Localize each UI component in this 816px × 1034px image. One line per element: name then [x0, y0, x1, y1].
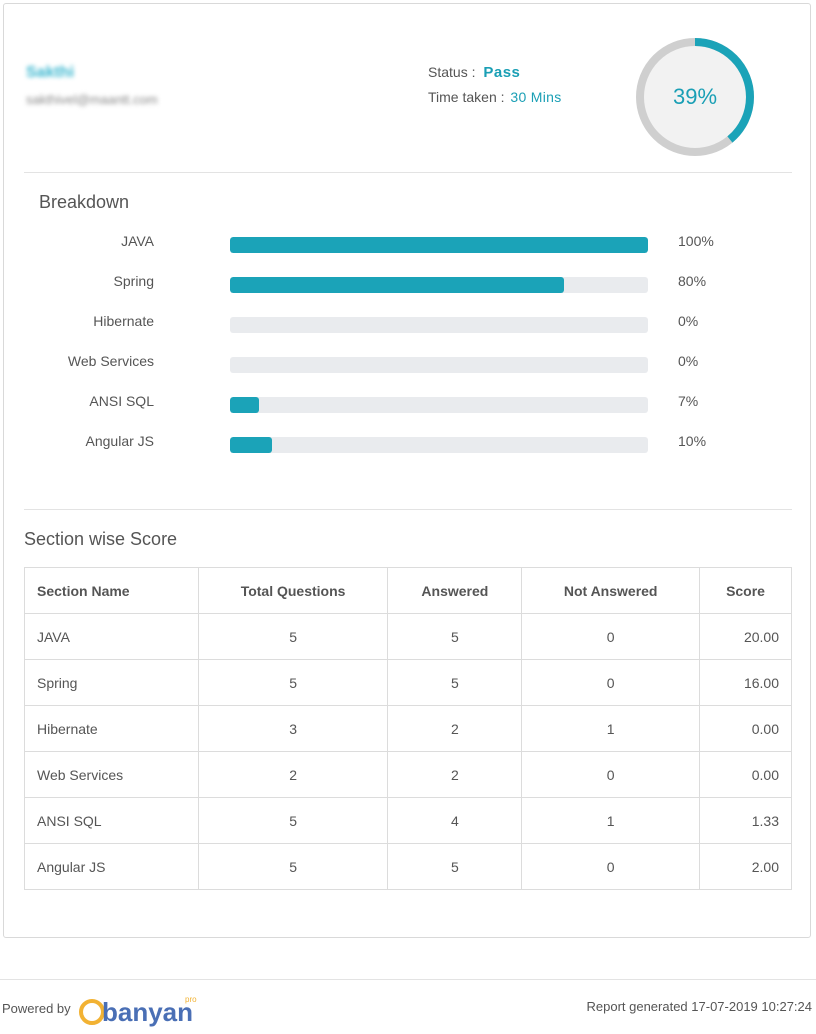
- table-cell: 2.00: [699, 843, 792, 890]
- breakdown-bar-track: [230, 437, 648, 453]
- table-cell: 0: [521, 751, 701, 798]
- table-row: Spring 5 5 0 16.00: [24, 659, 792, 706]
- table-cell: 2: [387, 751, 523, 798]
- breakdown-label: Angular JS: [85, 433, 154, 449]
- table-cell: Hibernate: [24, 705, 199, 752]
- breakdown-bar-track: [230, 357, 648, 373]
- breakdown-bar-fill: [230, 437, 272, 453]
- score-donut: [636, 38, 754, 156]
- logo-ring: [79, 999, 105, 1025]
- table-cell: 4: [387, 797, 523, 844]
- table-cell: 5: [197, 613, 389, 660]
- table-cell: 5: [387, 613, 523, 660]
- status-value: Pass: [483, 64, 521, 81]
- table-cell: 5: [387, 659, 523, 706]
- table-row: Hibernate 3 2 1 0.00: [24, 705, 792, 752]
- breakdown-percent: 0%: [678, 353, 699, 369]
- breakdown-bar-fill: [230, 237, 648, 253]
- report-generated-text: Report generated 17-07-2019 10:27:24: [586, 999, 812, 1014]
- breakdown-bar-track: [230, 317, 648, 333]
- donut-progress-arc: [636, 38, 754, 156]
- table-cell: ANSI SQL: [24, 797, 199, 844]
- breakdown-bar-fill: [230, 277, 565, 293]
- status-label: Status :: [428, 64, 476, 80]
- footer-divider: [0, 979, 816, 980]
- breakdown-bar-track: [230, 237, 648, 253]
- table-header-row: Section Name Total Questions Answered Not A…: [24, 567, 792, 614]
- time-taken-label: Time taken :: [428, 89, 505, 105]
- table-cell: 0: [521, 659, 701, 706]
- section-score-table: Section Name Total Questions Answered Not A…: [24, 567, 792, 890]
- logo-wordmark: banyan: [102, 997, 193, 1027]
- breakdown-title: Breakdown: [39, 192, 130, 212]
- table-cell: Angular JS: [24, 843, 199, 890]
- table-row: ANSI SQL 5 4 1 1.33: [24, 797, 792, 844]
- breakdown-label: Spring: [113, 273, 154, 289]
- banyan-logo: banyan pro: [79, 995, 197, 1027]
- breakdown-label: Hibernate: [93, 313, 154, 329]
- breakdown-percent: 80%: [678, 273, 707, 289]
- breakdown-bar-track: [230, 277, 648, 293]
- breakdown-row: Angular JS 10%: [4, 433, 812, 453]
- report-card: Sakthi sakthivel@maantt.com Status : Pas…: [3, 3, 811, 938]
- table-cell: 2: [387, 705, 523, 752]
- table-cell: 3: [197, 705, 389, 752]
- column-header: Score: [699, 567, 792, 614]
- table-cell: 5: [197, 843, 389, 890]
- logo-superscript: pro: [185, 995, 197, 1004]
- table-cell: JAVA: [24, 613, 199, 660]
- breakdown-bar-track: [230, 397, 648, 413]
- breakdown-percent: 7%: [678, 393, 699, 409]
- candidate-email: sakthivel@maantt.com: [26, 92, 158, 107]
- breakdown-percent: 100%: [678, 233, 714, 249]
- column-header: Section Name: [24, 567, 199, 614]
- table-cell: 0: [521, 613, 701, 660]
- table-cell: 5: [197, 797, 389, 844]
- header-divider: [24, 172, 792, 173]
- breakdown-row: JAVA 100%: [4, 233, 812, 253]
- table-cell: 0.00: [699, 705, 792, 752]
- table-cell: 1: [521, 705, 701, 752]
- table-cell: 0.00: [699, 751, 792, 798]
- score-percent: 39%: [672, 84, 718, 109]
- breakdown-label: ANSI SQL: [89, 393, 154, 409]
- breakdown-row: Web Services 0%: [4, 353, 812, 373]
- time-taken-line: Time taken : 30 Mins: [428, 89, 562, 105]
- powered-by-text: Powered by: [2, 1001, 71, 1016]
- candidate-name: Sakthi: [26, 64, 75, 81]
- section-score-title: Section wise Score: [24, 529, 178, 549]
- table-cell: Spring: [24, 659, 199, 706]
- column-header: Not Answered: [521, 567, 701, 614]
- breakdown-row: ANSI SQL 7%: [4, 393, 812, 413]
- status-line: Status : Pass: [428, 64, 520, 81]
- table-cell: 1.33: [699, 797, 792, 844]
- table-cell: 5: [197, 659, 389, 706]
- breakdown-divider: [24, 509, 792, 510]
- breakdown-label: Web Services: [67, 353, 154, 369]
- breakdown-row: Spring 80%: [4, 273, 812, 293]
- table-row: Angular JS 5 5 0 2.00: [24, 843, 792, 890]
- breakdown-percent: 10%: [678, 433, 707, 449]
- breakdown-bar-fill: [230, 397, 260, 413]
- table-row: Web Services 2 2 0 0.00: [24, 751, 792, 798]
- breakdown-label: JAVA: [121, 233, 154, 249]
- table-cell: 20.00: [699, 613, 792, 660]
- time-taken-value: 30 Mins: [510, 89, 562, 105]
- column-header: Answered: [387, 567, 523, 614]
- breakdown-percent: 0%: [678, 313, 699, 329]
- table-cell: 2: [197, 751, 389, 798]
- table-cell: Web Services: [24, 751, 199, 798]
- column-header: Total Questions: [197, 567, 389, 614]
- table-cell: 1: [521, 797, 701, 844]
- table-cell: 16.00: [699, 659, 792, 706]
- table-body: JAVA 5 5 0 20.00 Spring 5 5 0 16.00 Hibernate 3 2 1 0.…: [24, 613, 792, 890]
- table-cell: 0: [521, 843, 701, 890]
- table-cell: 5: [387, 843, 523, 890]
- donut-center: [640, 42, 750, 152]
- table-row: JAVA 5 5 0 20.00: [24, 613, 792, 660]
- breakdown-row: Hibernate 0%: [4, 313, 812, 333]
